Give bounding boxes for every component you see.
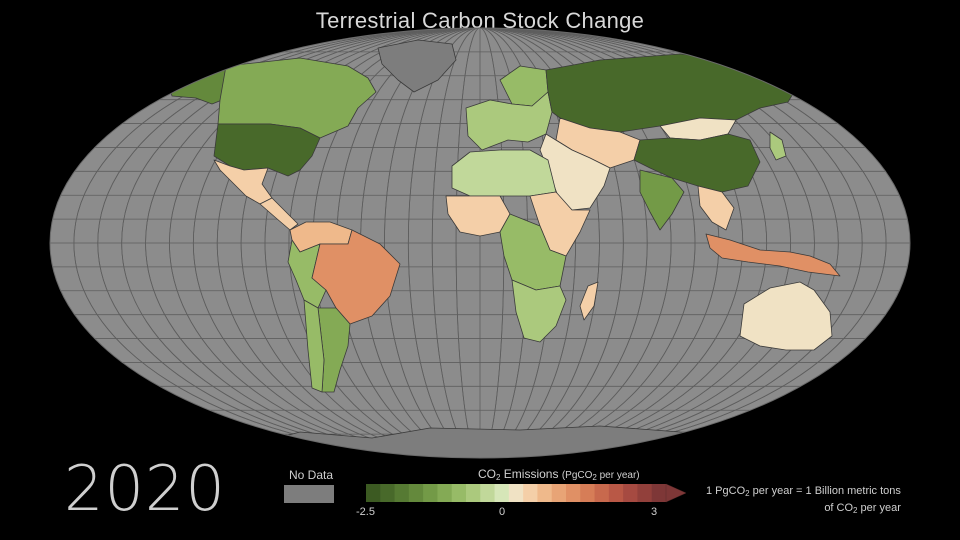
color-scale-step — [380, 484, 396, 502]
region-australia — [739, 281, 833, 351]
color-scale-arrow — [665, 483, 687, 503]
color-scale-step — [423, 484, 438, 502]
region-madagascar — [579, 281, 599, 321]
legend-tick-max: 3 — [651, 506, 658, 518]
region-brazil — [311, 229, 401, 325]
meridian-line — [384, 28, 576, 458]
region-peru-bolivia — [287, 239, 327, 309]
color-scale-step — [551, 484, 567, 502]
note-line-2: of CO2 per year — [824, 502, 901, 515]
region-north-africa — [451, 149, 557, 197]
color-scale-step — [651, 484, 667, 502]
color-scale-steps — [366, 484, 667, 502]
globe-outline — [49, 27, 911, 459]
meridian-line — [264, 28, 696, 458]
greenland — [377, 39, 457, 93]
color-scale-step — [537, 484, 553, 502]
meridian-line — [97, 28, 863, 458]
unit-conversion-note: 1 PgCO2 per year = 1 Billion metric tons… — [706, 484, 901, 518]
meridian-line — [169, 28, 791, 458]
color-scale-step — [408, 484, 424, 502]
color-scale-step — [637, 484, 653, 502]
meridian-line — [121, 28, 839, 458]
note-line-1: 1 PgCO2 per year = 1 Billion metric tons — [706, 485, 901, 498]
color-scale-bar — [366, 483, 687, 503]
color-scale-step — [480, 484, 496, 502]
color-scale-step — [494, 484, 510, 502]
region-southern-africa — [511, 279, 567, 343]
no-data-swatch — [284, 485, 334, 503]
meridian-line — [288, 28, 672, 458]
region-central-america — [259, 197, 299, 231]
color-scale-step — [466, 484, 481, 502]
region-europe — [465, 91, 553, 151]
region-southeast-asia — [697, 185, 735, 231]
meridian-line — [73, 28, 887, 458]
region-china — [633, 133, 761, 193]
color-scale-step — [523, 484, 538, 502]
region-central-africa — [499, 213, 567, 291]
legend-tick-min: -2.5 — [356, 506, 375, 518]
land-regions — [167, 39, 873, 458]
region-chile — [303, 299, 325, 393]
color-scale-step — [623, 484, 638, 502]
color-scale-step — [594, 484, 610, 502]
color-scale-step — [394, 484, 410, 502]
no-data-label: No Data — [289, 468, 334, 482]
region-united-states — [213, 123, 321, 177]
legend-title: CO2 Emissions (PgCO2 per year) — [478, 467, 640, 482]
legend-tick-zero: 0 — [499, 506, 506, 518]
meridian-line — [145, 28, 815, 458]
color-scale-step — [437, 484, 453, 502]
color-scale-step — [580, 484, 596, 502]
region-india — [639, 169, 685, 231]
color-scale-step — [451, 484, 467, 502]
color-scale-step — [608, 484, 624, 502]
region-indonesia-philippines — [705, 233, 841, 277]
meridian-line — [216, 28, 744, 458]
color-scale-step — [366, 484, 381, 502]
color-scale-step — [566, 484, 581, 502]
color-scale-step — [508, 484, 524, 502]
meridian-line — [192, 28, 768, 458]
year-label: 2020 — [64, 452, 226, 525]
region-japan — [769, 131, 787, 161]
